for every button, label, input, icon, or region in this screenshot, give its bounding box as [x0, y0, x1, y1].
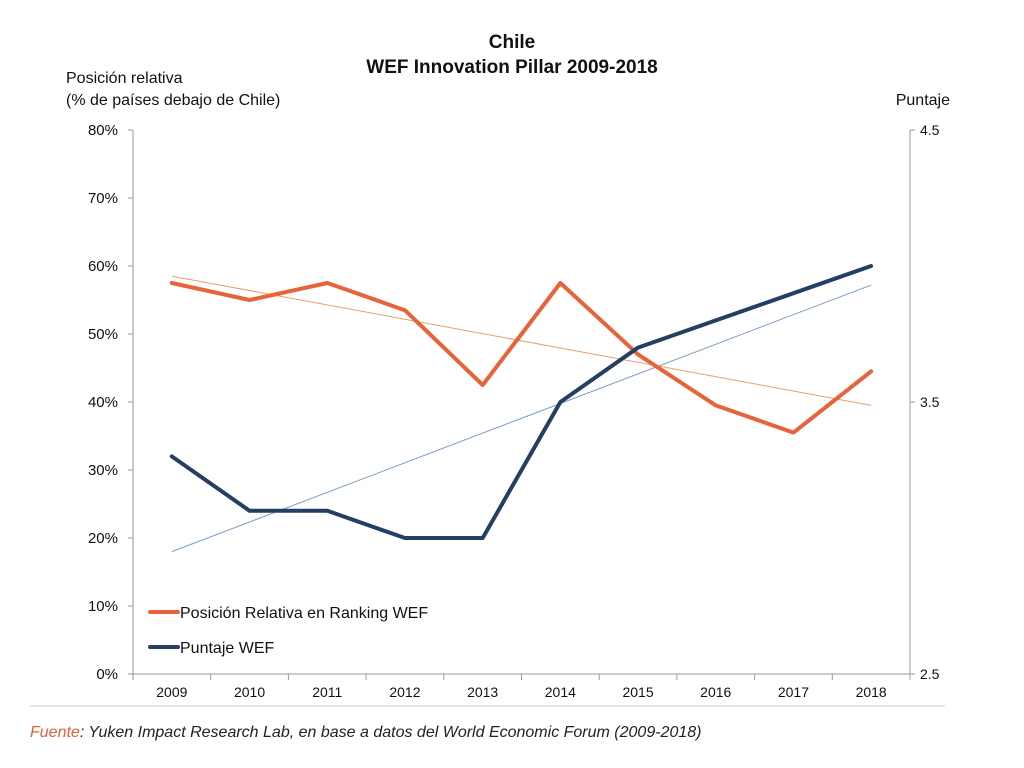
trendline [171, 284, 872, 553]
source-note: Fuente: Yuken Impact Research Lab, en ba… [30, 724, 701, 742]
left-tick-label: 70% [88, 190, 118, 207]
source-label: Fuente [30, 724, 80, 741]
left-tick-label: 30% [88, 462, 118, 479]
right-tick-label: 2.5 [920, 666, 940, 682]
left-tick-label: 80% [88, 122, 118, 139]
x-tick-label: 2018 [856, 684, 887, 700]
x-tick-label: 2010 [234, 684, 265, 700]
x-tick-label: 2009 [156, 684, 187, 700]
right-axis-label: Puntaje [895, 92, 950, 109]
left-tick-label: 10% [88, 598, 118, 615]
right-tick-label: 3.5 [920, 394, 940, 410]
left-tick-label: 20% [88, 530, 118, 547]
source-text: : Yuken Impact Research Lab, en base a d… [79, 724, 702, 741]
chart-subtitle: WEF Innovation Pillar 2009-2018 [366, 57, 658, 78]
x-tick-label: 2015 [622, 684, 653, 700]
trendline [171, 275, 872, 406]
x-tick-label: 2012 [389, 684, 420, 700]
left-axis-label-line2: (% de países debajo de Chile) [66, 92, 281, 109]
x-tick-label: 2011 [312, 684, 342, 700]
left-tick-label: 60% [88, 258, 118, 275]
series-line [169, 264, 874, 540]
legend-label: Posición Relativa en Ranking WEF [180, 605, 428, 622]
x-tick-label: 2016 [700, 684, 731, 700]
left-tick-label: 50% [88, 326, 118, 343]
x-tick-label: 2017 [778, 684, 809, 700]
legend-label: Puntaje WEF [180, 640, 274, 657]
x-tick-label: 2013 [467, 684, 498, 700]
left-tick-label: 40% [88, 394, 118, 411]
series-line [169, 281, 874, 435]
left-tick-label: 0% [96, 666, 118, 683]
x-tick-label: 2014 [545, 684, 576, 700]
chart-title: Chile [488, 32, 536, 53]
left-axis-label-line1: Posición relativa [66, 70, 183, 87]
right-tick-label: 4.5 [920, 122, 940, 138]
